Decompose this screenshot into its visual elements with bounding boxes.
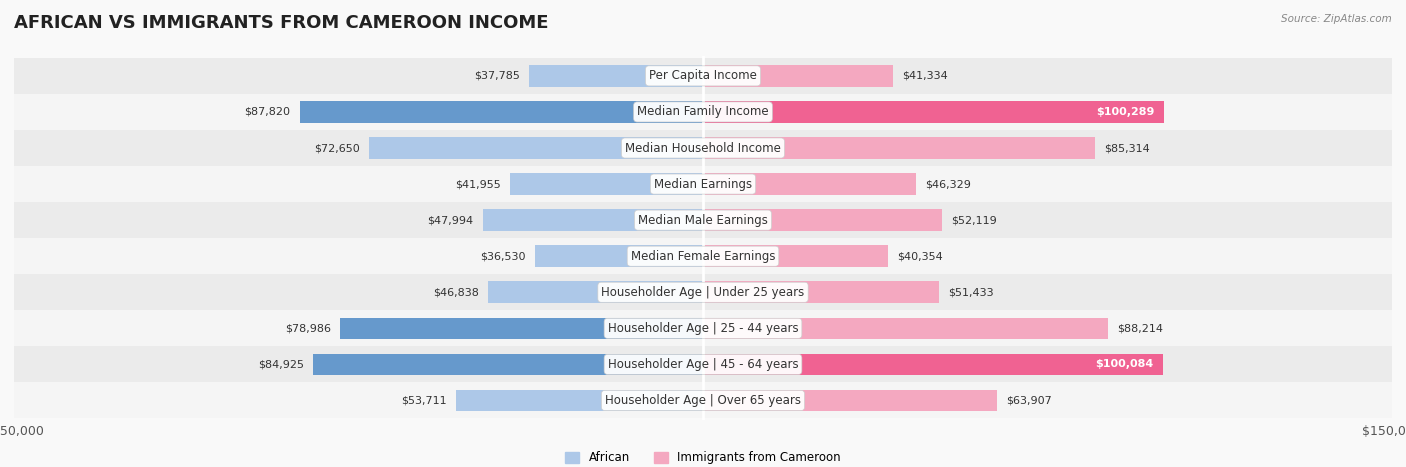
Bar [703, 101, 1164, 123]
Bar [530, 65, 703, 87]
Text: $72,650: $72,650 [315, 143, 360, 153]
Bar [703, 209, 942, 231]
Text: $84,925: $84,925 [257, 360, 304, 369]
Bar [703, 282, 939, 303]
Bar [14, 202, 1392, 238]
Bar [457, 389, 703, 411]
Text: $37,785: $37,785 [474, 71, 520, 81]
Bar [703, 354, 1163, 375]
Bar [482, 209, 703, 231]
Text: $63,907: $63,907 [1005, 396, 1052, 405]
Bar [510, 173, 703, 195]
Text: $51,433: $51,433 [949, 287, 994, 297]
Text: $85,314: $85,314 [1104, 143, 1150, 153]
Text: $41,334: $41,334 [903, 71, 948, 81]
Bar [340, 318, 703, 339]
Bar [703, 318, 1108, 339]
Bar [14, 58, 1392, 94]
Bar [703, 137, 1095, 159]
Text: Per Capita Income: Per Capita Income [650, 70, 756, 82]
Text: Householder Age | 25 - 44 years: Householder Age | 25 - 44 years [607, 322, 799, 335]
Text: Median Household Income: Median Household Income [626, 142, 780, 155]
Bar [703, 389, 997, 411]
Text: Median Male Earnings: Median Male Earnings [638, 213, 768, 226]
Text: $41,955: $41,955 [456, 179, 501, 189]
Text: $47,994: $47,994 [427, 215, 474, 225]
Text: $52,119: $52,119 [952, 215, 997, 225]
Bar [370, 137, 703, 159]
Bar [14, 347, 1392, 382]
Text: Source: ZipAtlas.com: Source: ZipAtlas.com [1281, 14, 1392, 24]
Text: $46,329: $46,329 [925, 179, 972, 189]
Bar [14, 238, 1392, 274]
Bar [14, 274, 1392, 310]
Bar [14, 166, 1392, 202]
Text: Householder Age | Under 25 years: Householder Age | Under 25 years [602, 286, 804, 299]
Text: $36,530: $36,530 [481, 251, 526, 261]
Text: $40,354: $40,354 [897, 251, 943, 261]
Bar [14, 94, 1392, 130]
Legend: African, Immigrants from Cameroon: African, Immigrants from Cameroon [561, 446, 845, 467]
Text: $100,084: $100,084 [1095, 360, 1153, 369]
Bar [14, 310, 1392, 347]
Bar [314, 354, 703, 375]
Text: Median Female Earnings: Median Female Earnings [631, 250, 775, 263]
Bar [14, 130, 1392, 166]
Text: $87,820: $87,820 [245, 107, 291, 117]
Text: Householder Age | Over 65 years: Householder Age | Over 65 years [605, 394, 801, 407]
Text: $100,289: $100,289 [1097, 107, 1154, 117]
Bar [536, 245, 703, 267]
Text: Median Family Income: Median Family Income [637, 106, 769, 119]
Text: AFRICAN VS IMMIGRANTS FROM CAMEROON INCOME: AFRICAN VS IMMIGRANTS FROM CAMEROON INCO… [14, 14, 548, 32]
Bar [703, 245, 889, 267]
Text: $88,214: $88,214 [1118, 323, 1163, 333]
Text: Householder Age | 45 - 64 years: Householder Age | 45 - 64 years [607, 358, 799, 371]
Bar [299, 101, 703, 123]
Text: $53,711: $53,711 [402, 396, 447, 405]
Bar [488, 282, 703, 303]
Text: Median Earnings: Median Earnings [654, 177, 752, 191]
Text: $46,838: $46,838 [433, 287, 478, 297]
Bar [14, 382, 1392, 418]
Text: $78,986: $78,986 [285, 323, 330, 333]
Bar [703, 173, 915, 195]
Bar [703, 65, 893, 87]
